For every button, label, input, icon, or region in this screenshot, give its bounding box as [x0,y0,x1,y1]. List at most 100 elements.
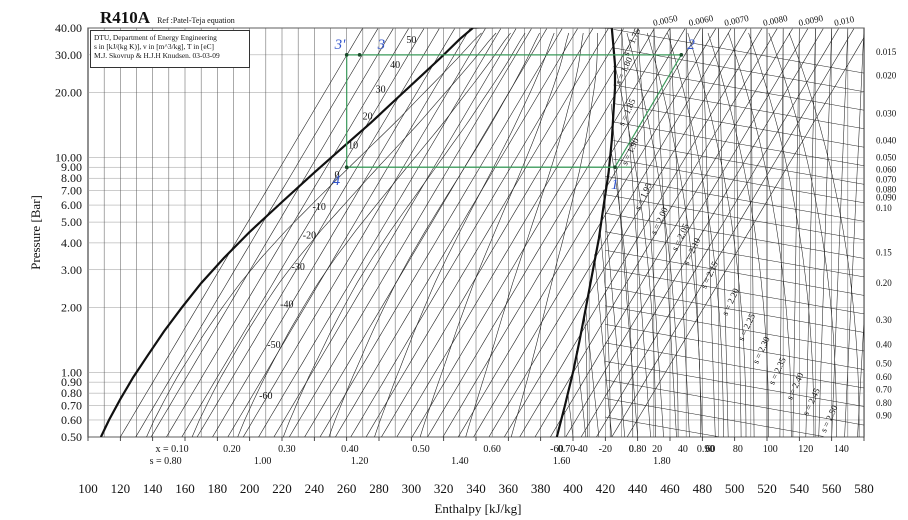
vapor-isotherm-line [646,32,701,437]
isentrope-line [135,28,379,437]
vapor-isotherm-line [788,32,860,437]
x-tick-label: 260 [337,481,357,496]
volume-label: 0.15 [876,248,892,258]
y-tick-label: 30.00 [55,48,82,62]
volume-label: 0.060 [876,164,897,174]
vapor-temperature-label: 40 [678,444,688,455]
quality-label: 0.30 [278,444,296,455]
chart-title-block: R410A Ref :Patel-Teja equation [100,8,235,28]
isentrope-line [150,28,394,437]
vapor-entropy-label: s = 1.95 [632,181,653,212]
volume-label: 0.40 [876,339,892,349]
quality-line [283,32,526,437]
isotherm-label: 10 [348,140,358,151]
cycle-point [357,53,362,57]
isentrope-line [411,28,655,437]
x-tick-label: 440 [628,481,648,496]
x-tick-label: 240 [305,481,325,496]
isentrope-line [258,28,501,437]
isotherm-label: 0 [334,170,339,181]
info-line: DTU, Department of Energy Engineering [94,33,217,42]
chart-subtitle: Ref :Patel-Teja equation [157,16,235,25]
x-tick-label: 580 [854,481,874,496]
isentrope-line [242,28,486,437]
vapor-isentrope-line [844,28,864,437]
curves-group [99,28,864,437]
cycle-point-label: 3' [334,37,347,53]
y-tick-label: 20.00 [55,86,82,100]
isochore-line [605,268,864,315]
info-line: s in [kJ/(kg K)], v in [m^3/kg], T in [e… [94,42,214,51]
isentrope-line [227,28,471,437]
x-tick-label: 500 [725,481,745,496]
quality-line [374,32,555,437]
isochore-line [605,416,719,437]
volume-label: 0.040 [876,135,897,145]
volume-label: 0.030 [876,109,897,119]
vapor-isotherm-line [611,153,634,437]
vapor-entropy-label: s = 2.40 [784,371,805,402]
vapor-temperature-label: 20 [652,444,662,455]
y-tick-label: 4.00 [61,236,82,250]
vapor-temperature-label: 60 [705,444,715,455]
vapor-isotherm-line [748,32,815,437]
isochore-line [613,66,864,111]
vapor-isotherm-line [728,32,792,437]
vapor-isentrope-line [594,254,613,437]
liquid-entropy-label: s = 0.80 [150,456,182,467]
isochore-line [605,342,864,389]
volume-label: 0.070 [876,174,897,184]
x-tick-label: 540 [790,481,810,496]
x-tick-label: 100 [78,481,98,496]
cycle-point [344,53,349,57]
liquid-entropy-label: 1.40 [451,456,469,467]
vapor-isentrope-line [818,28,832,437]
volume-label: 0.60 [876,372,892,382]
isochore-line [613,103,864,148]
isotherm-label: -40 [280,300,293,311]
vapor-isentrope-line [792,28,800,437]
x-tick-label: 300 [402,481,422,496]
y-tick-label: 10.00 [55,150,82,164]
vapor-isotherm-line [599,230,611,437]
isotherm-label: -10 [313,202,326,213]
volume-label: 0.010 [833,14,855,28]
isochore-line [605,212,864,259]
isentrope-line [396,28,640,437]
volume-label: 0.20 [876,278,892,288]
isentrope-line [457,28,701,437]
y-tick-label: 5.00 [61,215,82,229]
isochore-line [605,250,864,296]
y-tick-label: 40.00 [55,21,82,35]
volume-label: 0.50 [876,358,892,368]
chart-title: R410A [100,8,151,27]
isotherm-label: 50 [406,35,416,46]
volume-label: 0.0090 [798,13,825,28]
volume-label: 0.015 [876,47,897,57]
isentrope-line [350,28,594,437]
liquid-entropy-label: 1.20 [351,456,369,467]
vapor-temperature-label: -20 [599,444,612,455]
vapor-isotherm-line [615,67,656,437]
vapor-entropy-label: s = 2.00 [649,205,670,236]
vapor-isentrope-line [669,28,690,437]
y-tick-label: 8.00 [61,171,82,185]
isentrope-line [442,28,686,437]
quality-label: 0.60 [483,444,501,455]
isotherm-label: 30 [376,85,386,96]
x-tick-label: 200 [240,481,260,496]
y-tick-label: 7.00 [61,184,82,198]
isochore-line [605,194,864,241]
quality-label: 0.20 [223,444,241,455]
cycle-point-label: 1 [611,177,619,193]
volume-label: 0.80 [876,398,892,408]
volume-label: 0.0050 [652,13,679,28]
x-tick-label: 380 [531,481,551,496]
quality-line [191,32,497,437]
vapor-entropy-label: s = 2.35 [767,355,788,386]
vapor-isotherm-line [687,32,747,437]
x-tick-label: 520 [757,481,777,496]
y-tick-label: 0.90 [61,375,82,389]
volume-label: 0.090 [876,193,897,203]
y-tick-label: 9.00 [61,160,82,174]
